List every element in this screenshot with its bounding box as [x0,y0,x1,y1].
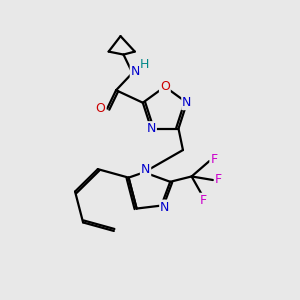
Text: N: N [131,65,140,78]
Text: O: O [96,102,106,115]
Text: N: N [182,96,192,109]
Text: F: F [210,153,218,166]
Text: H: H [140,58,150,70]
Text: N: N [160,201,170,214]
Text: F: F [215,173,222,186]
Text: N: N [141,163,150,176]
Text: N: N [146,122,156,135]
Text: F: F [200,194,207,207]
Text: O: O [160,80,170,93]
